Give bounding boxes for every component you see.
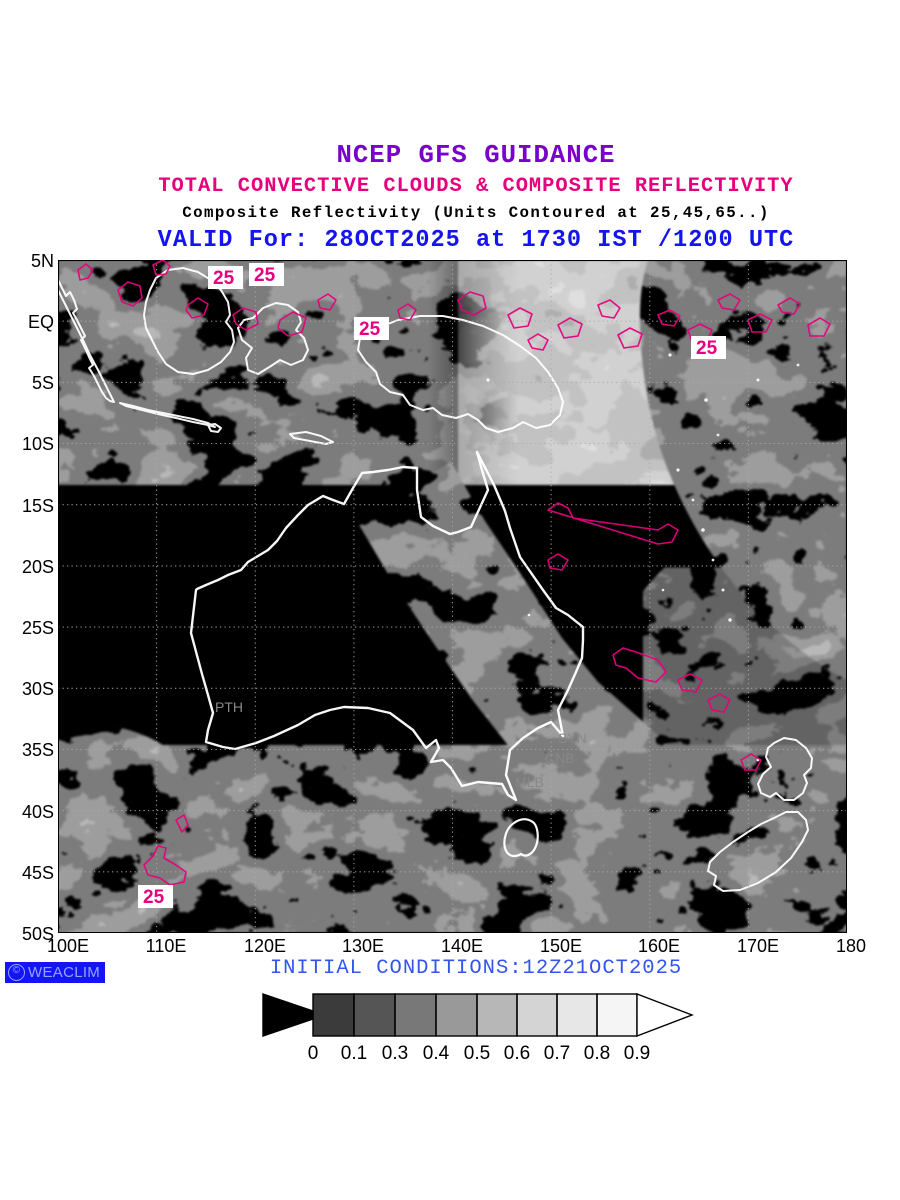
svg-text:0.6: 0.6 [504,1043,530,1063]
svg-text:25: 25 [359,319,381,340]
svg-text:0.3: 0.3 [382,1043,408,1063]
svg-text:MLB: MLB [515,774,544,790]
svg-text:0.5: 0.5 [464,1043,490,1063]
svg-text:25: 25 [696,338,718,359]
svg-text:0.8: 0.8 [584,1043,610,1063]
svg-text:25: 25 [254,265,276,286]
svg-text:0.7: 0.7 [544,1043,570,1063]
svg-text:CNB: CNB [545,750,575,766]
svg-text:25: 25 [143,887,165,908]
svg-text:0.9: 0.9 [624,1043,650,1063]
svg-text:0.4: 0.4 [423,1043,450,1063]
svg-text:0.1: 0.1 [341,1043,367,1063]
svg-text:PTH: PTH [215,699,243,715]
svg-text:0: 0 [308,1043,319,1063]
svg-text:25: 25 [213,268,235,289]
svg-text:SYN: SYN [558,730,587,746]
